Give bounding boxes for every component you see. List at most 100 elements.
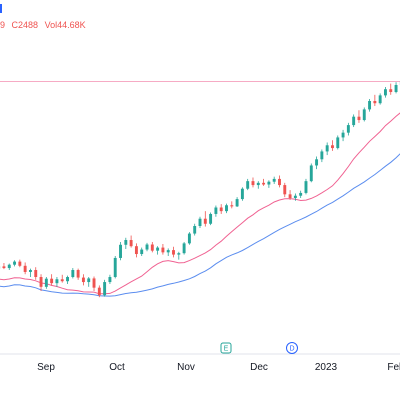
candle — [140, 248, 143, 256]
candle-body — [294, 196, 297, 198]
earnings-event-badge: E — [221, 343, 231, 353]
candle-body — [82, 278, 85, 282]
candle-body — [289, 194, 292, 198]
candle-body — [283, 185, 286, 194]
candle — [326, 142, 329, 155]
candle — [267, 180, 270, 188]
candle — [389, 84, 392, 95]
candle-body — [267, 182, 270, 185]
candle — [199, 217, 202, 228]
candle-body — [93, 278, 96, 287]
candle-body — [320, 151, 323, 159]
candle — [103, 280, 106, 297]
legend-volume: Vol44.68K — [45, 20, 86, 30]
x-tick-label: Nov — [177, 362, 195, 373]
event-letter: D — [289, 346, 294, 353]
candle-body — [193, 226, 196, 234]
candle-body — [347, 125, 350, 133]
candle — [320, 149, 323, 162]
candle-body — [331, 145, 334, 148]
candle-body — [336, 137, 339, 148]
candle — [172, 247, 175, 258]
candle-body — [77, 270, 80, 278]
candle-body — [135, 246, 138, 254]
candle — [363, 107, 366, 121]
candle — [336, 135, 339, 149]
candle — [151, 242, 154, 252]
candle-body — [278, 179, 281, 185]
candle — [45, 277, 48, 289]
candle — [161, 244, 164, 255]
candle-body — [130, 240, 133, 246]
candle — [119, 242, 122, 260]
candle-body — [252, 181, 255, 185]
candle — [315, 156, 318, 169]
candle-body — [352, 117, 355, 125]
x-tick-label: 2023 — [315, 362, 338, 373]
candle-body — [214, 208, 217, 214]
candle-body — [2, 266, 5, 268]
candle — [77, 269, 80, 280]
candle — [71, 268, 74, 278]
candle — [347, 123, 350, 136]
candle-body — [236, 199, 239, 206]
candle — [8, 264, 11, 270]
legend-close: C2488 — [12, 20, 39, 30]
candle-body — [177, 253, 180, 254]
candle-body — [71, 270, 74, 277]
candle — [241, 187, 244, 200]
candle — [299, 191, 302, 198]
candle-body — [273, 179, 276, 182]
candle — [93, 276, 96, 291]
candle — [108, 275, 111, 284]
candle — [379, 93, 382, 104]
candle — [177, 252, 180, 260]
candle-body — [98, 288, 101, 296]
candle — [18, 260, 21, 268]
candle — [283, 183, 286, 197]
candle — [236, 197, 239, 207]
candle-body — [61, 279, 64, 281]
x-tick-label: Oct — [109, 362, 125, 373]
candle-body — [342, 133, 345, 138]
candle — [130, 236, 133, 248]
candle-body — [358, 117, 361, 120]
candle — [61, 275, 64, 283]
candle-body — [246, 181, 249, 189]
candle-body — [24, 266, 27, 272]
candle — [273, 177, 276, 184]
candle-body — [204, 219, 207, 224]
candle-body — [8, 265, 11, 268]
candle — [167, 248, 170, 256]
candle — [146, 243, 149, 251]
candle-body — [87, 278, 90, 282]
candle — [50, 274, 53, 285]
ma-fast-line — [0, 112, 400, 294]
candle-body — [310, 165, 313, 181]
candle-body — [395, 85, 398, 92]
candle — [82, 274, 85, 285]
candle — [331, 140, 334, 151]
candle — [24, 262, 27, 274]
candle-body — [55, 279, 58, 283]
candle-body — [124, 240, 127, 245]
candle-body — [379, 95, 382, 103]
candle-body — [156, 248, 159, 251]
candle-body — [326, 145, 329, 151]
candle-body — [161, 248, 164, 253]
candle — [156, 246, 159, 254]
candle — [66, 276, 69, 284]
candle-body — [66, 277, 69, 281]
candle-body — [50, 279, 53, 283]
candle-body — [315, 159, 318, 165]
candle — [225, 204, 228, 214]
candle-body — [368, 101, 371, 109]
candle-body — [103, 282, 106, 295]
candle — [13, 260, 16, 266]
candle — [114, 256, 117, 278]
candle — [230, 201, 233, 208]
candle — [135, 243, 138, 257]
candle-body — [188, 234, 191, 244]
